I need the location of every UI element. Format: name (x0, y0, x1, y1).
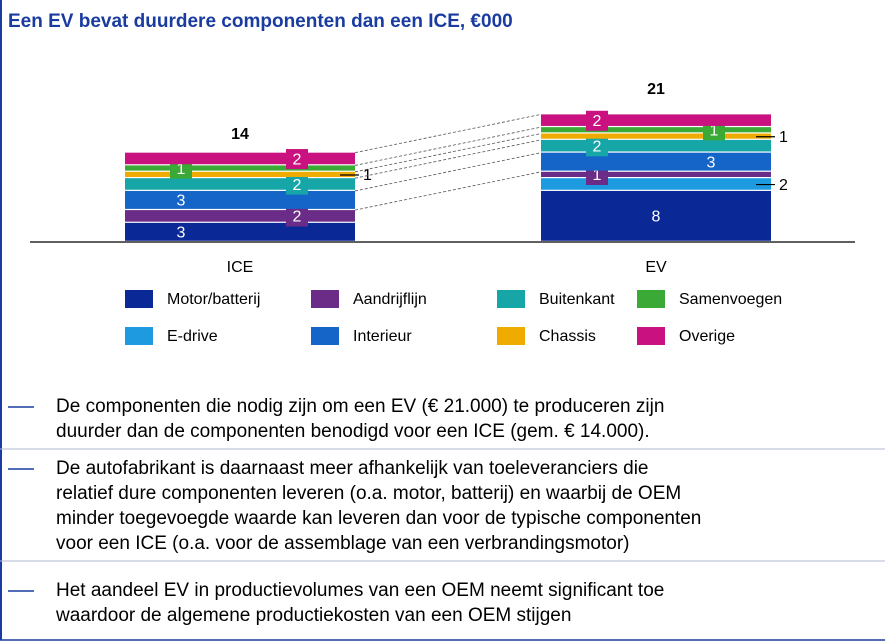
data-label: 2 (293, 151, 302, 168)
label-badge (586, 110, 608, 131)
data-label: 3 (707, 154, 716, 171)
data-label: 2 (593, 113, 602, 130)
bar-segment (541, 190, 771, 241)
bar-segment (541, 114, 771, 126)
connector (354, 139, 542, 179)
chart-title: Een EV bevat duurdere componenten dan ee… (8, 11, 513, 32)
bar-segment (125, 178, 355, 190)
data-label: 1 (710, 123, 719, 140)
legend-label: Buitenkant (539, 291, 615, 308)
legend-swatch (311, 327, 339, 345)
bullet-text: Het aandeel EV in productievolumes van e… (56, 580, 664, 601)
bar-segment (541, 152, 771, 171)
data-label: 2 (293, 209, 302, 226)
bullet-text: duurder dan de componenten benodigd voor… (56, 421, 650, 442)
bullet-text: voor een ICE (o.a. voor de assemblage va… (56, 533, 629, 554)
data-label: 3 (177, 225, 186, 242)
bar-segment (541, 171, 771, 177)
bullet-text: De autofabrikant is daarnaast meer afhan… (56, 458, 649, 479)
legend-swatch (125, 290, 153, 308)
label-badge (586, 136, 608, 157)
bar-segment (125, 171, 355, 177)
legend-swatch (125, 327, 153, 345)
legend-swatch (637, 290, 665, 308)
bullet-text: De componenten die nodig zijn om een EV … (56, 396, 664, 417)
bar-segment (125, 165, 355, 171)
bar-segment (541, 178, 771, 190)
bullet-text: minder toegevoegde waarde kan leveren da… (56, 508, 701, 529)
x-tick-label: ICE (227, 259, 254, 276)
legend-label: Chassis (539, 328, 596, 345)
data-label: 1 (779, 129, 788, 146)
legend-label: Samenvoegen (679, 291, 782, 308)
label-badge (286, 174, 308, 195)
bar-segment (125, 210, 355, 222)
legend-swatch (637, 327, 665, 345)
label-badge (286, 206, 308, 227)
bar-segment (541, 133, 771, 139)
connector (354, 113, 542, 154)
connector (354, 171, 542, 211)
connector (354, 152, 542, 192)
bar-segment (541, 139, 771, 152)
legend-label: Overige (679, 328, 735, 345)
data-label: 1 (177, 161, 186, 178)
legend-swatch (311, 290, 339, 308)
data-label: 2 (293, 177, 302, 194)
bar-segment (125, 222, 355, 241)
total-label: 14 (231, 126, 249, 143)
data-label: 2 (593, 139, 602, 156)
data-label: 2 (779, 177, 788, 194)
bar-segment (125, 152, 355, 165)
bullet-text: relatief dure componenten leveren (o.a. … (56, 483, 681, 504)
data-label: 8 (652, 209, 661, 226)
bullet-text: waardoor de algemene productiekosten van… (55, 605, 571, 626)
legend-label: Interieur (353, 328, 412, 345)
bar-segment (541, 127, 771, 133)
connector (354, 133, 542, 173)
total-label: 21 (647, 81, 665, 98)
label-badge (286, 149, 308, 170)
bar-segment (125, 190, 355, 209)
x-tick-label: EV (645, 259, 667, 276)
connector (354, 126, 542, 166)
legend-label: Motor/batterij (167, 291, 260, 308)
legend-label: E-drive (167, 328, 218, 345)
data-label: 1 (593, 167, 602, 184)
legend-swatch (497, 290, 525, 308)
legend-swatch (497, 327, 525, 345)
data-label: 3 (177, 193, 186, 210)
legend-label: Aandrijflijn (353, 291, 427, 308)
